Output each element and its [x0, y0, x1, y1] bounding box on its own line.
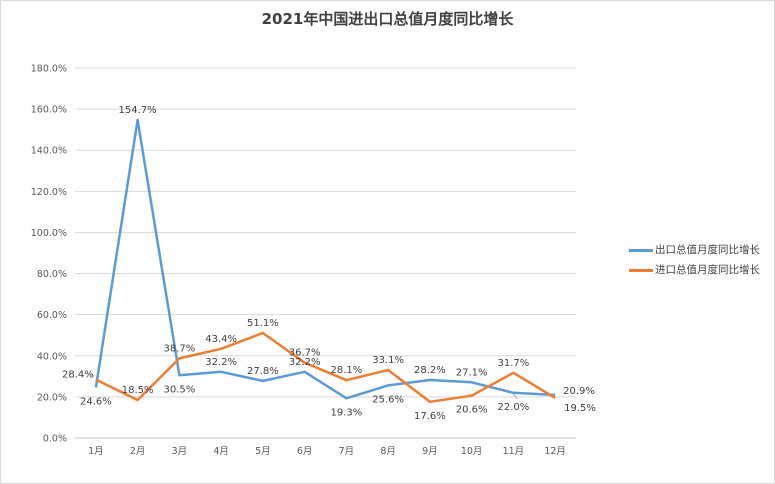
label-leader-line: [87, 373, 95, 378]
x-tick-label: 8月: [380, 446, 396, 457]
legend-item-export: 出口总值月度同比增长: [629, 242, 760, 257]
export-data-label: 20.9%: [563, 386, 595, 397]
export-data-label: 19.3%: [330, 407, 362, 418]
import-data-label: 33.1%: [372, 355, 404, 366]
y-tick-label: 20.0%: [37, 392, 67, 403]
export-data-label: 22.0%: [497, 402, 529, 413]
import-data-label: 51.1%: [247, 318, 279, 329]
legend-label-export: 出口总值月度同比增长: [655, 244, 760, 256]
export-series-line: [94, 118, 556, 400]
y-tick-label: 40.0%: [37, 351, 67, 362]
export-data-label: 30.5%: [163, 384, 195, 395]
y-axis-ticks: 0.0% 20.0% 40.0% 60.0% 80.0% 100.0% 120.0% 140.…: [31, 64, 67, 445]
export-data-label: 25.6%: [372, 394, 404, 405]
label-leader-line: [512, 393, 518, 400]
export-data-label: 27.1%: [456, 367, 488, 378]
import-data-label: 38.7%: [163, 343, 195, 354]
import-data-label: 28.4%: [62, 370, 94, 381]
gridlines: [75, 67, 576, 439]
x-tick-label: 12月: [544, 446, 566, 457]
x-axis-ticks: 1月 2月 3月 4月 5月 6月 7月 8月 9月 10月 11月 12月: [88, 446, 566, 457]
y-tick-label: 140.0%: [31, 146, 67, 157]
export-data-label: 32.2%: [289, 357, 321, 368]
export-data-label: 27.8%: [247, 366, 279, 377]
y-tick-label: 80.0%: [37, 269, 67, 280]
series-lines: [94, 118, 556, 404]
y-tick-label: 180.0%: [31, 64, 67, 75]
y-tick-label: 60.0%: [37, 310, 67, 321]
import-series-line: [95, 331, 556, 404]
import-data-label: 18.5%: [122, 385, 154, 396]
chart-title: 2021年中国进出口总值月度同比增长: [261, 10, 514, 28]
x-tick-label: 4月: [213, 446, 229, 457]
legend-item-import: 进口总值月度同比增长: [629, 262, 760, 277]
import-data-label: 36.7%: [289, 348, 321, 359]
y-tick-label: 120.0%: [31, 187, 67, 198]
x-tick-label: 1月: [88, 446, 104, 457]
import-data-label: 17.6%: [414, 411, 446, 422]
import-data-label: 19.5%: [564, 403, 596, 414]
data-labels: 24.6% 154.7% 30.5% 32.2% 27.8% 32.2% 19.3% 25.6…: [62, 105, 596, 422]
import-data-label: 28.1%: [330, 365, 362, 376]
x-tick-label: 3月: [172, 446, 188, 457]
import-data-label: 20.6%: [456, 405, 488, 416]
y-tick-label: 0.0%: [43, 434, 67, 445]
import-data-label: 43.4%: [205, 334, 237, 345]
x-tick-label: 10月: [461, 446, 483, 457]
x-tick-label: 6月: [297, 446, 313, 457]
legend-label-import: 进口总值月度同比增长: [655, 264, 760, 276]
export-data-label: 24.6%: [80, 396, 112, 407]
legend-swatch-export: [629, 248, 653, 252]
legend-swatch-import: [629, 268, 653, 272]
x-tick-label: 7月: [339, 446, 355, 457]
y-tick-label: 100.0%: [31, 228, 67, 239]
export-data-label: 32.2%: [205, 357, 237, 368]
x-tick-label: 11月: [503, 446, 525, 457]
x-tick-label: 2月: [130, 446, 146, 457]
import-data-label: 31.7%: [497, 358, 529, 369]
y-tick-label: 160.0%: [31, 105, 67, 116]
export-data-label: 154.7%: [119, 105, 157, 116]
x-tick-label: 5月: [255, 446, 271, 457]
export-data-label: 28.2%: [414, 365, 446, 376]
x-tick-label: 9月: [422, 446, 438, 457]
